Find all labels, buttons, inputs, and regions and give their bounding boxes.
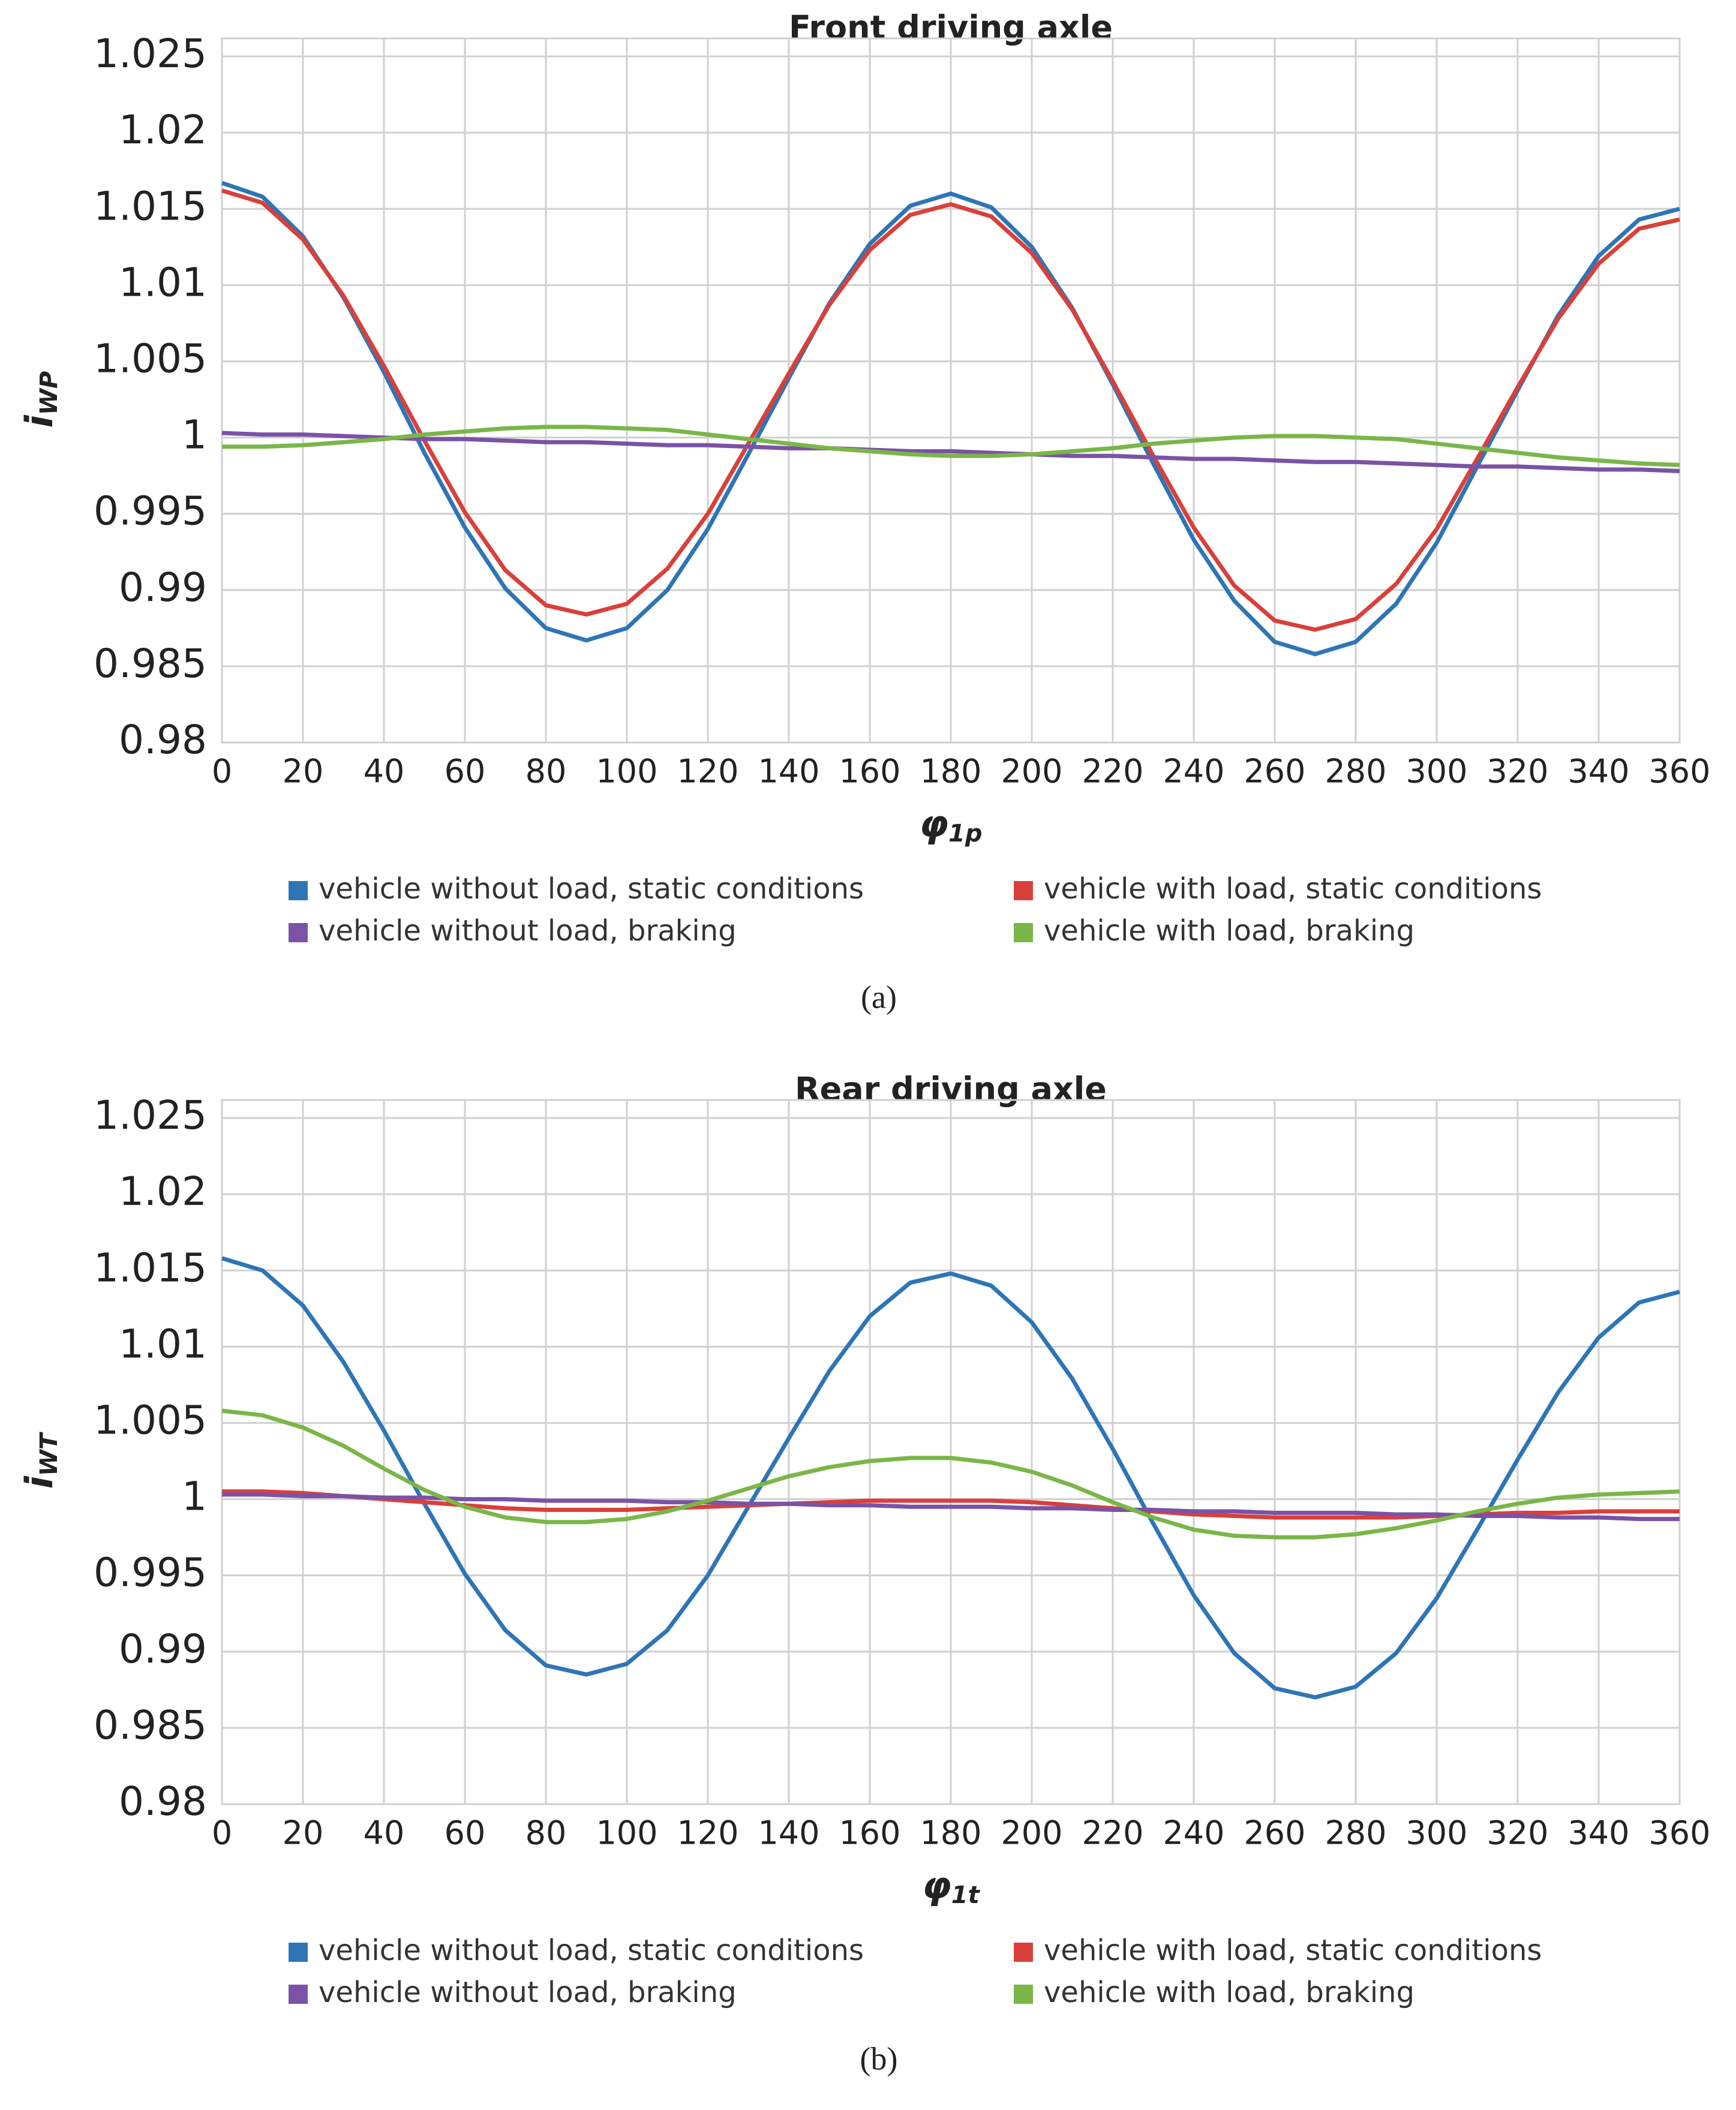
x-tick-label: 40 bbox=[364, 1814, 405, 1852]
x-tick-label: 80 bbox=[525, 1814, 567, 1852]
y-axis-label: iWT bbox=[17, 1432, 63, 1489]
legend-label: vehicle with load, braking bbox=[1044, 1976, 1414, 2009]
data-line bbox=[221, 181, 1680, 657]
x-tick-label: 20 bbox=[283, 1814, 324, 1852]
x-tick-label: 300 bbox=[1405, 753, 1467, 791]
y-tick-label: 1.02 bbox=[119, 1168, 207, 1215]
caption: (a) bbox=[861, 979, 897, 1015]
x-tick-label: 240 bbox=[1163, 1814, 1224, 1852]
x-tick-label: 100 bbox=[596, 753, 657, 791]
x-tick-label: 240 bbox=[1163, 753, 1224, 791]
x-tick-label: 120 bbox=[677, 1814, 738, 1852]
y-axis-label-main: i bbox=[17, 1475, 61, 1489]
y-tick-label: 0.99 bbox=[119, 1626, 207, 1672]
x-tick-label: 200 bbox=[1001, 753, 1062, 791]
data-line bbox=[222, 1492, 1680, 1522]
data-line bbox=[221, 431, 1680, 473]
x-axis-label: φ1t bbox=[922, 1863, 980, 1909]
y-tick-label: 1.025 bbox=[94, 1092, 207, 1138]
x-tick-label: 140 bbox=[758, 1814, 819, 1852]
x-tick-label: 0 bbox=[212, 1814, 232, 1852]
x-tick-label: 280 bbox=[1324, 753, 1386, 791]
x-axis-label-sub: 1p bbox=[948, 820, 982, 847]
y-tick-label: 0.98 bbox=[119, 717, 207, 763]
y-tick-label: 1.015 bbox=[94, 183, 207, 229]
legend-swatch bbox=[1014, 881, 1033, 900]
x-tick-label: 220 bbox=[1082, 1814, 1143, 1852]
legend-label: vehicle without load, static conditions bbox=[319, 1934, 864, 1967]
caption: (b) bbox=[860, 2040, 898, 2076]
x-tick-label: 160 bbox=[839, 1814, 900, 1852]
y-axis-label-sub: WT bbox=[35, 1432, 63, 1476]
x-tick-label: 160 bbox=[839, 753, 900, 791]
legend-swatch bbox=[1014, 923, 1033, 942]
x-tick-label: 360 bbox=[1648, 1814, 1710, 1852]
y-tick-label: 1.02 bbox=[119, 107, 207, 153]
legend-swatch bbox=[289, 923, 308, 942]
x-tick-label: 180 bbox=[920, 1814, 981, 1852]
x-tick-label: 340 bbox=[1567, 753, 1629, 791]
data-line bbox=[221, 188, 1680, 632]
y-tick-label: 1.005 bbox=[94, 1397, 207, 1444]
x-tick-label: 60 bbox=[444, 753, 486, 791]
x-tick-label: 40 bbox=[364, 753, 405, 791]
x-axis-label-sub: 1t bbox=[951, 1881, 981, 1909]
x-tick-label: 320 bbox=[1486, 753, 1548, 791]
x-tick-label: 360 bbox=[1648, 753, 1710, 791]
legend-label: vehicle with load, static conditions bbox=[1044, 1934, 1542, 1967]
x-tick-label: 220 bbox=[1082, 753, 1143, 791]
x-tick-label: 180 bbox=[920, 753, 981, 791]
x-axis-label: φ1p bbox=[920, 802, 983, 847]
y-tick-label: 1.025 bbox=[94, 31, 207, 77]
x-tick-label: 300 bbox=[1405, 1814, 1467, 1852]
x-tick-label: 120 bbox=[677, 753, 738, 791]
legend-swatch bbox=[289, 1943, 308, 1962]
y-tick-label: 0.995 bbox=[94, 1550, 207, 1596]
y-axis-label-main: i bbox=[17, 414, 61, 428]
y-axis-label: iWP bbox=[17, 371, 63, 428]
x-axis-label-main: φ bbox=[920, 802, 949, 846]
x-tick-label: 320 bbox=[1486, 1814, 1548, 1852]
y-tick-label: 0.985 bbox=[94, 641, 207, 687]
legend-label: vehicle with load, braking bbox=[1044, 914, 1414, 948]
x-tick-label: 340 bbox=[1567, 1814, 1629, 1852]
y-axis-label-sub: WP bbox=[35, 371, 63, 415]
y-tick-label: 1.01 bbox=[119, 259, 207, 305]
x-tick-label: 80 bbox=[525, 753, 567, 791]
legend-label: vehicle without load, static conditions bbox=[319, 872, 864, 906]
y-tick-label: 0.98 bbox=[119, 1778, 207, 1825]
y-tick-label: 1 bbox=[182, 412, 207, 458]
y-tick-label: 0.985 bbox=[94, 1702, 207, 1748]
legend-swatch bbox=[1014, 1985, 1033, 2004]
x-tick-label: 0 bbox=[212, 753, 232, 791]
y-tick-label: 1.01 bbox=[119, 1321, 207, 1367]
data-line bbox=[222, 425, 1680, 467]
chart: Front driving axle0.980.9850.990.99511.0… bbox=[17, 9, 1710, 1015]
data-line bbox=[221, 1256, 1680, 1700]
legend-label: vehicle with load, static conditions bbox=[1044, 872, 1542, 906]
legend-swatch bbox=[289, 1985, 308, 2004]
x-tick-label: 140 bbox=[758, 753, 819, 791]
y-tick-label: 0.99 bbox=[119, 564, 207, 611]
x-tick-label: 260 bbox=[1244, 1814, 1305, 1852]
chart: Rear driving axle0.980.9850.990.99511.00… bbox=[17, 1071, 1710, 2077]
legend-label: vehicle without load, braking bbox=[319, 914, 737, 948]
y-tick-label: 1 bbox=[182, 1474, 207, 1520]
legend-swatch bbox=[289, 881, 308, 900]
x-tick-label: 200 bbox=[1001, 1814, 1062, 1852]
x-tick-label: 100 bbox=[596, 1814, 657, 1852]
x-tick-label: 260 bbox=[1244, 753, 1305, 791]
legend-swatch bbox=[1014, 1943, 1033, 1962]
x-tick-label: 280 bbox=[1324, 1814, 1386, 1852]
x-axis-label-main: φ bbox=[922, 1863, 951, 1907]
x-tick-label: 20 bbox=[283, 753, 324, 791]
legend-label: vehicle without load, braking bbox=[319, 1976, 737, 2009]
data-line bbox=[221, 1408, 1680, 1540]
y-tick-label: 1.015 bbox=[94, 1245, 207, 1291]
y-tick-label: 1.005 bbox=[94, 336, 207, 382]
x-tick-label: 60 bbox=[444, 1814, 486, 1852]
y-tick-label: 0.995 bbox=[94, 488, 207, 534]
